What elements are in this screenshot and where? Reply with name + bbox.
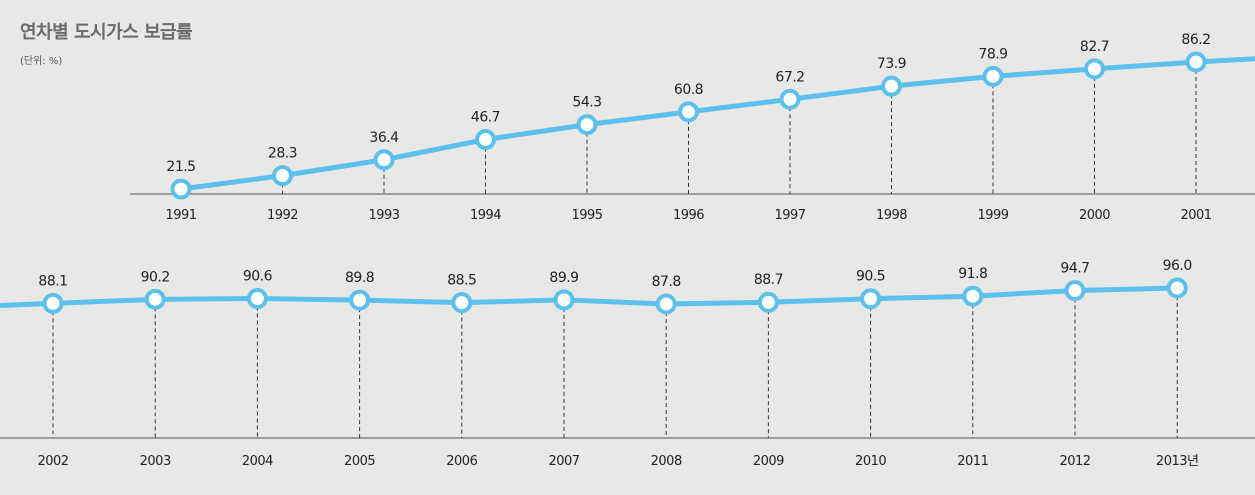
unit-label: (단위: %) (20, 56, 63, 67)
x-tick-label: 2006 (446, 454, 477, 469)
data-point (246, 288, 268, 310)
x-tick-label: 1991 (165, 208, 196, 223)
x-tick-label: 2003 (140, 454, 171, 469)
data-label: 86.2 (1181, 32, 1210, 48)
data-point (655, 293, 677, 315)
x-tick-label: 1995 (571, 208, 602, 223)
data-label: 89.8 (345, 270, 374, 286)
x-tick-label: 1992 (267, 208, 298, 223)
x-tick-label: 2008 (651, 454, 682, 469)
data-point (144, 288, 166, 310)
data-label: 54.3 (572, 95, 601, 111)
data-point (451, 292, 473, 314)
data-label: 90.2 (141, 269, 170, 285)
data-point (272, 165, 293, 187)
data-point (962, 285, 984, 307)
x-tick-label: 1998 (876, 208, 907, 223)
x-tick-label: 2004 (242, 454, 273, 469)
data-label: 96.0 (1163, 258, 1192, 274)
data-label: 90.5 (856, 269, 885, 285)
data-label: 82.7 (1080, 39, 1109, 55)
data-point (678, 101, 699, 123)
data-point (349, 289, 371, 311)
x-tick-label: 2011 (957, 454, 988, 469)
data-label: 87.8 (652, 274, 681, 290)
data-point (1064, 280, 1086, 302)
data-point (170, 178, 192, 200)
x-tick-label: 1997 (774, 208, 805, 223)
x-tick-label: 2000 (1079, 208, 1110, 223)
data-label: 88.5 (447, 273, 476, 289)
data-point (1084, 58, 1105, 80)
data-point (373, 149, 395, 171)
data-label: 94.7 (1060, 261, 1089, 277)
data-point (860, 288, 882, 310)
x-tick-label: 2007 (548, 454, 579, 469)
x-tick-label: 2013년 (1156, 454, 1199, 469)
x-tick-label: 2009 (753, 454, 784, 469)
data-point (1166, 277, 1188, 299)
x-tick-label: 2001 (1180, 208, 1211, 223)
x-tick-label: 1994 (470, 208, 501, 223)
data-label: 78.9 (978, 46, 1007, 62)
data-label: 36.4 (369, 130, 399, 146)
data-label: 60.8 (674, 82, 703, 98)
data-point (553, 289, 575, 311)
data-label: 88.7 (754, 272, 783, 288)
data-label: 46.7 (471, 110, 500, 126)
data-point (1185, 51, 1207, 73)
data-point (42, 292, 64, 314)
x-tick-label: 2005 (344, 454, 375, 469)
series-line (180, 56, 1255, 192)
x-tick-label: 2010 (855, 454, 886, 469)
data-point (475, 129, 496, 151)
x-tick-label: 1996 (673, 208, 704, 223)
data-point (576, 114, 598, 136)
data-label: 28.3 (268, 146, 297, 162)
data-label: 21.5 (166, 159, 195, 175)
chart-title: 연차별 도시가스 보급률 (20, 22, 193, 43)
x-tick-label: 2012 (1059, 454, 1090, 469)
series-line (0, 285, 1178, 309)
data-point (982, 65, 1004, 87)
data-label: 89.9 (549, 270, 578, 286)
data-point (881, 75, 902, 97)
data-label: 91.8 (958, 266, 987, 282)
data-label: 73.9 (877, 56, 906, 72)
data-label: 90.6 (243, 269, 273, 285)
data-label: 67.2 (775, 69, 804, 85)
x-tick-label: 1993 (368, 208, 399, 223)
x-tick-label: 2002 (37, 454, 68, 469)
x-tick-label: 1999 (977, 208, 1008, 223)
data-label: 88.1 (38, 273, 67, 289)
data-point (779, 88, 801, 110)
data-point (757, 291, 779, 313)
